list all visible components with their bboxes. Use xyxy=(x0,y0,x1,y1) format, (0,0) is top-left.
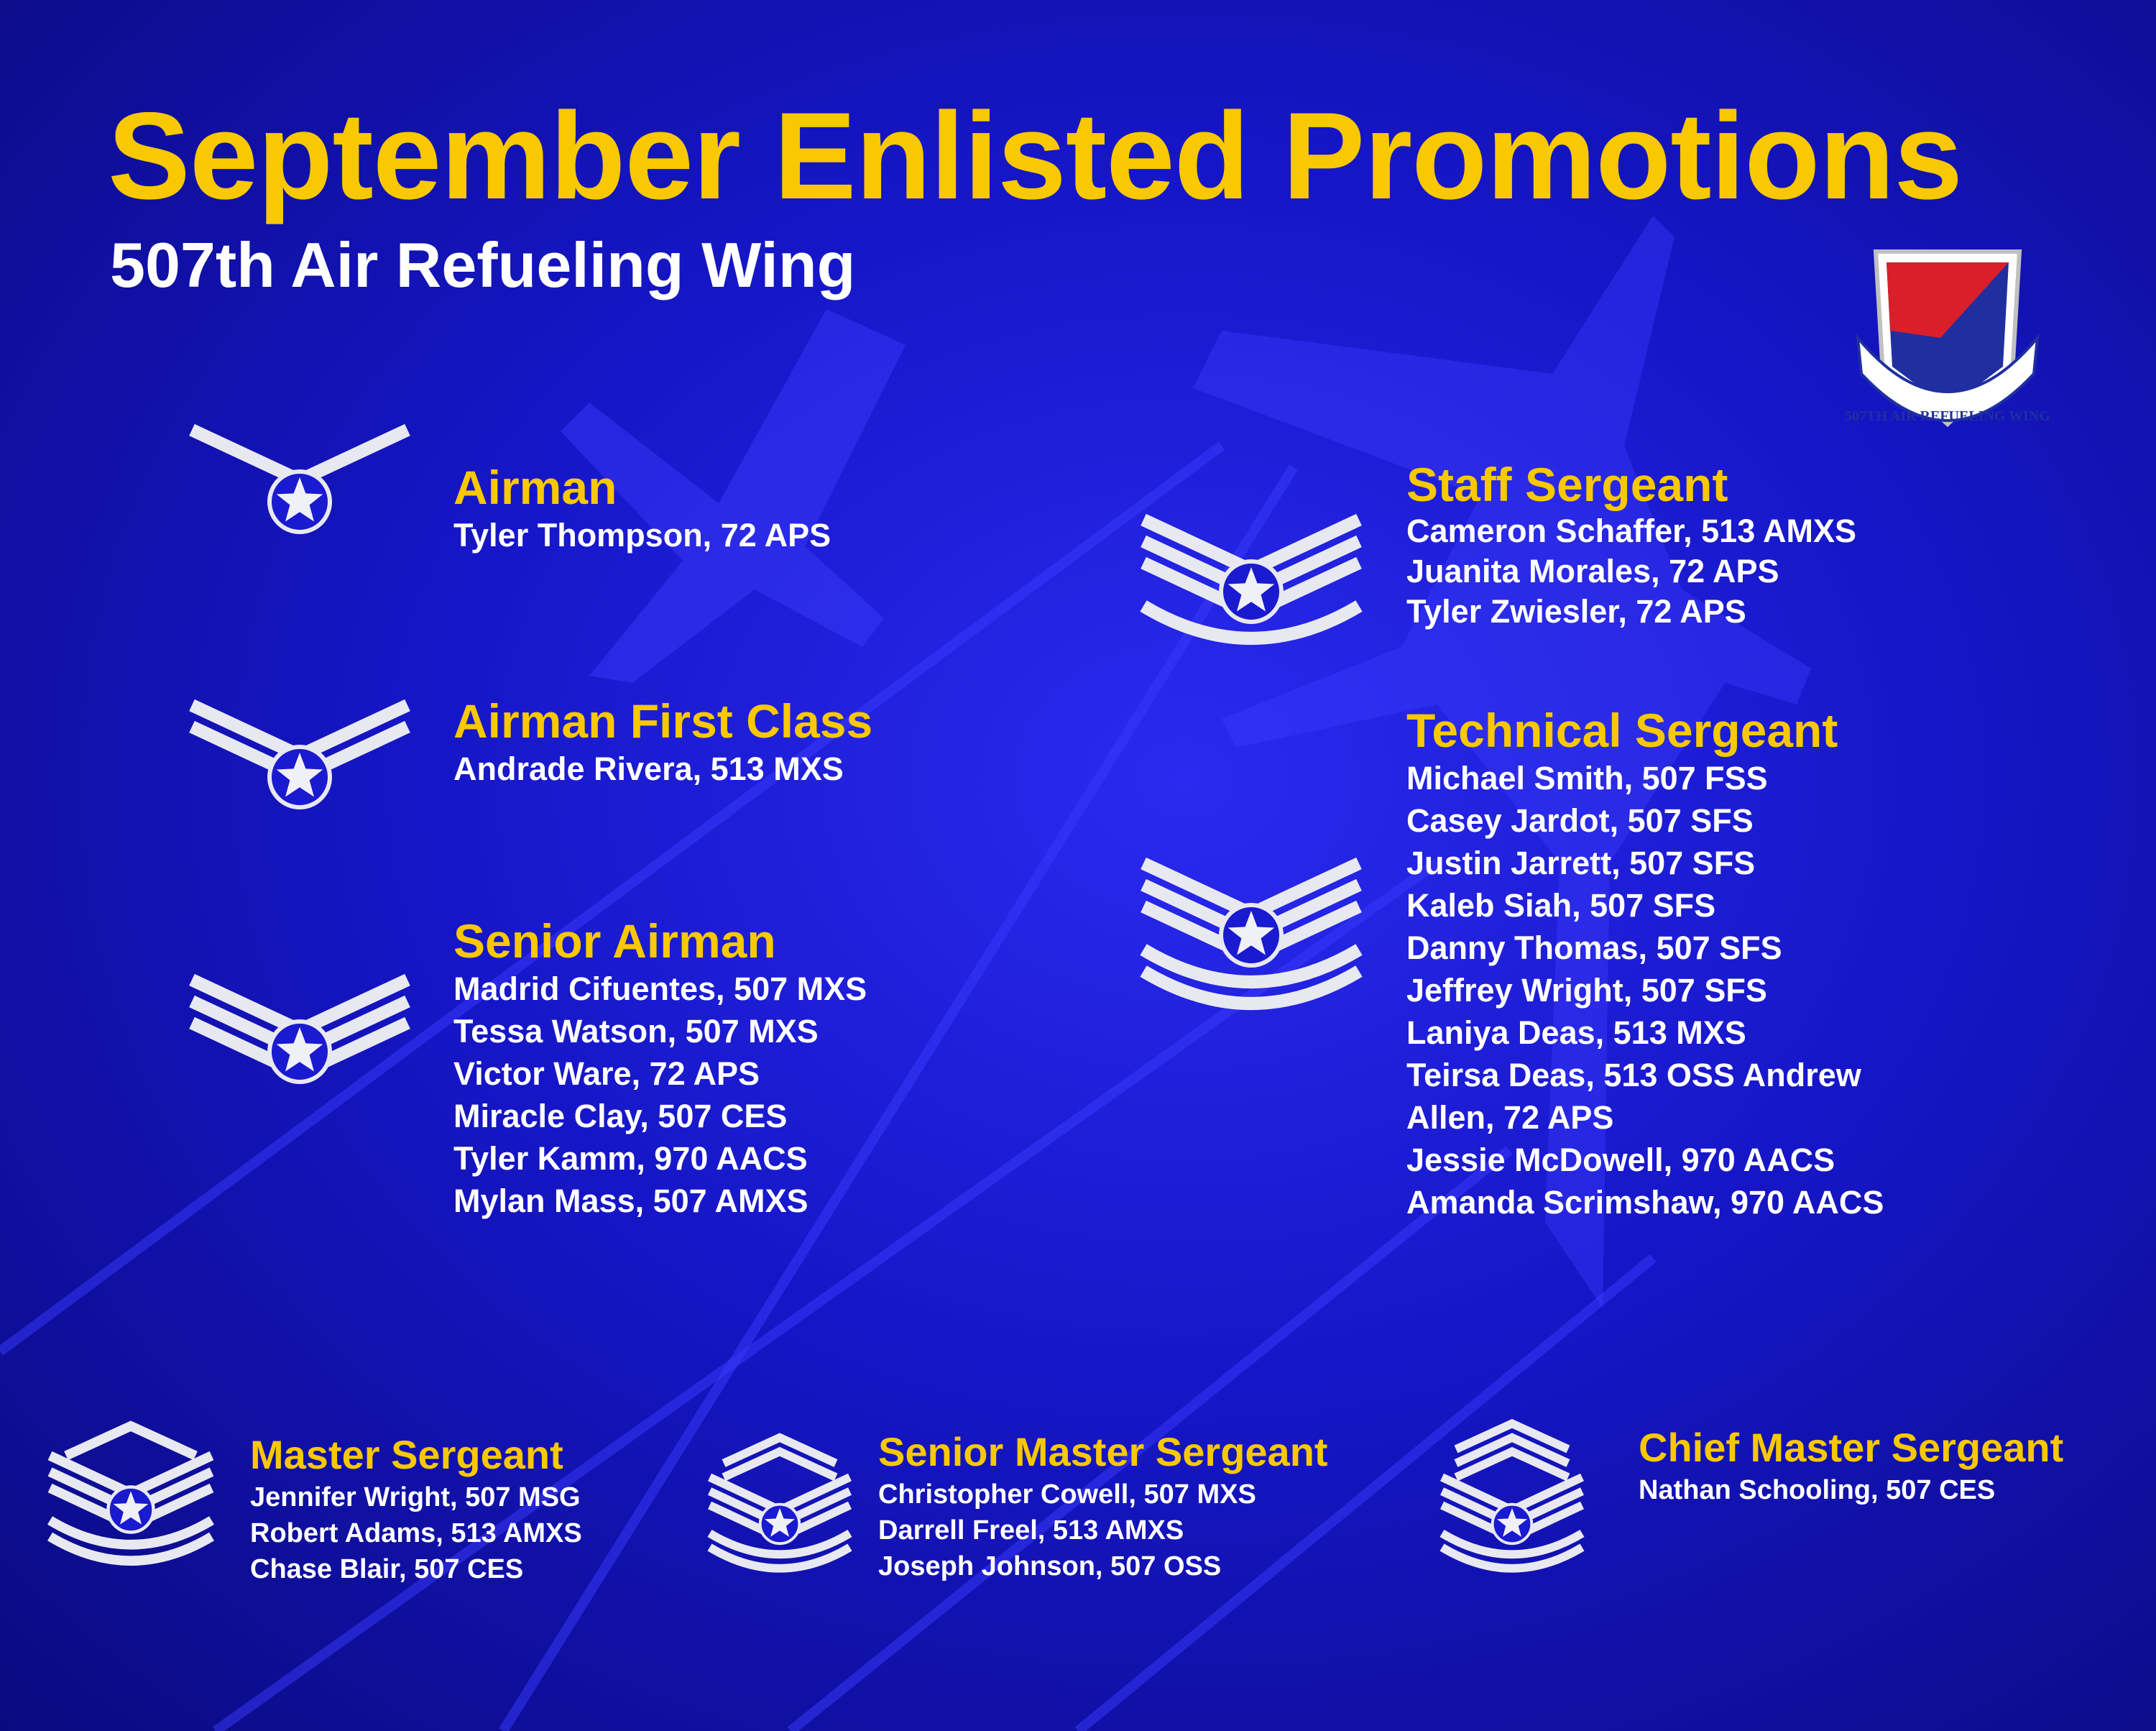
rank-block: Master Sergeant Jennifer Wright, 507 MSG R… xyxy=(250,1431,582,1587)
rank-block: Technical Sergeant Michael Smith, 507 FSS… xyxy=(1406,704,1884,1223)
rank-block: Airman First Class Andrade Rivera, 513 MX… xyxy=(453,694,872,790)
rocker xyxy=(1140,600,1363,645)
plane-silhouette xyxy=(1193,216,1811,1308)
promotee: Robert Adams, 513 AMXS xyxy=(250,1518,582,1548)
up-chevron xyxy=(722,1446,838,1482)
rank-block: Senior Airman Madrid Cifuentes, 507 MXS Te… xyxy=(453,914,867,1222)
promotee: Tyler Zwiesler, 72 APS xyxy=(1406,593,1746,630)
rank-insignia xyxy=(189,973,410,1084)
streak xyxy=(787,1146,1513,1731)
promotee: Cameron Schaffer, 513 AMXS xyxy=(1406,513,1857,549)
star xyxy=(765,1507,795,1537)
promotee: Jeffrey Wright, 507 SFS xyxy=(1406,972,1767,1009)
rank-title: Senior Airman xyxy=(453,914,776,968)
streak xyxy=(0,441,1225,1356)
promotee: Andrade Rivera, 513 MXS xyxy=(453,750,844,787)
rank-title: Senior Master Sergeant xyxy=(878,1429,1328,1474)
streak xyxy=(1074,1254,1657,1731)
title: September Enlisted Promotions xyxy=(108,87,1963,225)
rank-insignia xyxy=(1439,1418,1585,1573)
star xyxy=(276,477,323,522)
promotee: Tyler Kamm, 970 AACS xyxy=(453,1140,808,1177)
star xyxy=(276,1027,323,1072)
rank-block: Chief Master Sergeant Nathan Schooling, 5… xyxy=(1639,1423,2063,1508)
rank-title: Airman First Class xyxy=(453,694,873,748)
subtitle: 507th Air Refueling Wing xyxy=(110,229,856,300)
rank-title: Chief Master Sergeant xyxy=(1639,1425,2064,1470)
rank-insignia xyxy=(1140,857,1363,1010)
promotee: Christopher Cowell, 507 MXS xyxy=(878,1479,1256,1510)
up-chevron xyxy=(722,1433,838,1467)
promotee: Victor Ware, 72 APS xyxy=(453,1055,760,1092)
up-chevron xyxy=(1454,1446,1570,1482)
rocker xyxy=(47,1516,214,1550)
emblem: 507TH AIR REFUELING WING xyxy=(1845,249,2050,428)
promotee: Kaleb Siah, 507 SFS xyxy=(1406,887,1716,924)
rank-insignia xyxy=(47,1420,214,1566)
promotee: Madrid Cifuentes, 507 MXS xyxy=(453,970,867,1007)
promotee: Miracle Clay, 507 CES xyxy=(453,1098,788,1134)
up-chevron xyxy=(1454,1433,1570,1467)
rank-insignia xyxy=(1140,513,1363,645)
star xyxy=(1497,1507,1527,1537)
rank-insignia xyxy=(707,1433,852,1573)
emblem-scroll xyxy=(1856,333,2040,422)
emblem-red xyxy=(1886,262,2009,338)
rank-block: Staff Sergeant Cameron Schaffer, 513 AMXS… xyxy=(1406,458,1856,632)
promotee: Michael Smith, 507 FSS xyxy=(1406,760,1768,796)
promotee: Justin Jarrett, 507 SFS xyxy=(1406,845,1756,881)
promotee: Casey Jardot, 507 SFS xyxy=(1406,802,1754,839)
promotee: Jessie McDowell, 970 AACS xyxy=(1406,1142,1835,1178)
promotee: Tessa Watson, 507 MXS xyxy=(453,1013,819,1050)
rank-insignia xyxy=(189,699,410,809)
rank-title: Technical Sergeant xyxy=(1406,704,1838,757)
streak xyxy=(499,464,1298,1731)
rank-title: Staff Sergeant xyxy=(1406,458,1728,511)
rocker xyxy=(47,1532,214,1566)
rocker xyxy=(707,1529,852,1558)
rank-title: Master Sergeant xyxy=(250,1432,563,1477)
rocker xyxy=(1439,1543,1585,1573)
rocker xyxy=(707,1543,852,1573)
promotee: Allen, 72 APS xyxy=(1406,1099,1614,1136)
up-chevron xyxy=(64,1420,198,1461)
rank-block: Senior Master Sergeant Christopher Cowell… xyxy=(878,1428,1328,1584)
up-chevron xyxy=(1454,1418,1570,1454)
rank-block: Airman Tyler Thompson, 72 APS xyxy=(453,461,831,556)
promotee: Danny Thomas, 507 SFS xyxy=(1406,929,1782,966)
promotee: Joseph Johnson, 507 OSS xyxy=(878,1551,1222,1581)
star xyxy=(113,1491,149,1525)
promotee: Juanita Morales, 72 APS xyxy=(1406,553,1779,589)
rocker xyxy=(1140,965,1363,1010)
promotee: Darrell Freel, 513 AMXS xyxy=(878,1515,1184,1546)
plane-silhouette xyxy=(561,309,906,683)
star xyxy=(276,753,323,797)
rank-title: Airman xyxy=(453,461,617,514)
promotee: Mylan Mass, 507 AMXS xyxy=(453,1183,808,1219)
promotee: Nathan Schooling, 507 CES xyxy=(1639,1475,1996,1505)
rocker xyxy=(1439,1529,1585,1558)
promotee: Laniya Deas, 513 MXS xyxy=(1406,1014,1746,1051)
promotee: Teirsa Deas, 513 OSS Andrew xyxy=(1406,1057,1861,1093)
promotee: Jennifer Wright, 507 MSG xyxy=(250,1482,581,1512)
rank-insignia xyxy=(189,423,410,534)
promotee: Chase Blair, 507 CES xyxy=(250,1554,524,1584)
rocker xyxy=(1140,944,1363,988)
promotee: Amanda Scrimshaw, 970 AACS xyxy=(1406,1184,1884,1221)
star xyxy=(1227,911,1275,955)
emblem-text: 507TH AIR REFUELING WING xyxy=(1845,408,2050,424)
promotee: Tyler Thompson, 72 APS xyxy=(453,517,831,554)
star xyxy=(1227,567,1275,612)
